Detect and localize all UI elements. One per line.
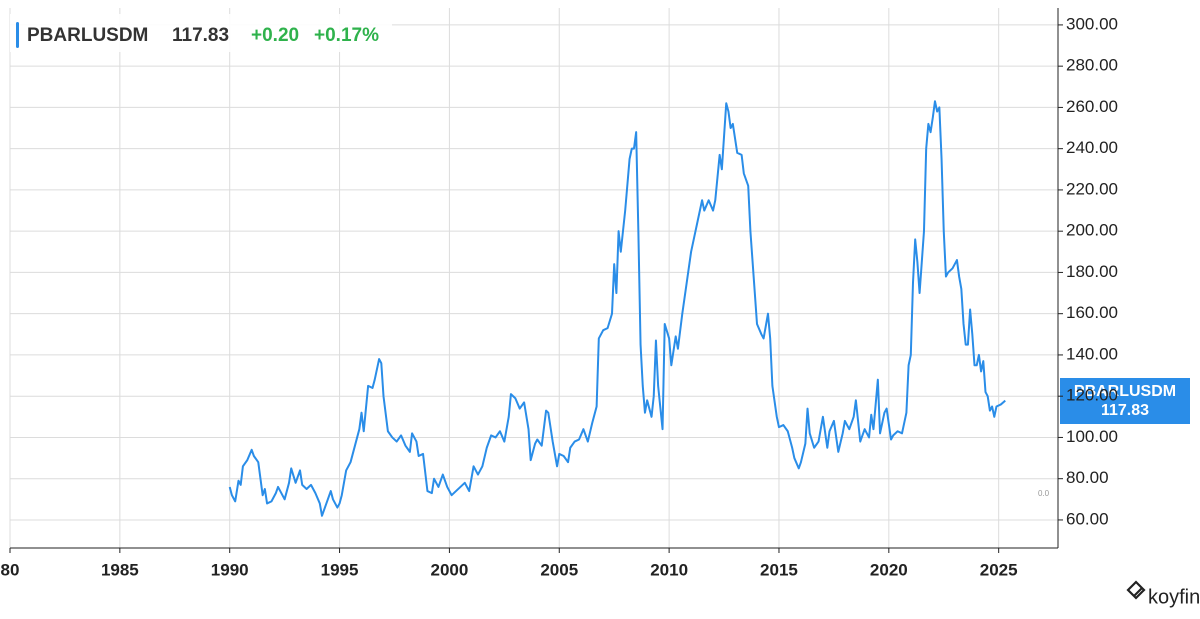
y-tick-label: 200.00 bbox=[1066, 221, 1118, 240]
header-change-pct: +0.17% bbox=[314, 25, 379, 46]
plot-area bbox=[9, 8, 1058, 548]
x-tick-label: 1985 bbox=[101, 560, 139, 579]
header-symbol: PBARLUSDM bbox=[27, 25, 148, 46]
header-last: 117.83 bbox=[172, 25, 229, 46]
x-tick-label: 2025 bbox=[980, 560, 1018, 579]
y-tick-label: 260.00 bbox=[1066, 97, 1118, 116]
x-tick-label: 1995 bbox=[321, 560, 359, 579]
y-tick-label: 300.00 bbox=[1066, 14, 1118, 33]
x-tick-label: 2015 bbox=[760, 560, 798, 579]
x-tick-label: 80 bbox=[1, 560, 20, 579]
y-tick-label: 160.00 bbox=[1066, 303, 1118, 322]
y-tick-label: 80.00 bbox=[1066, 468, 1109, 487]
header-marker bbox=[16, 22, 19, 48]
y-tick-label: 60.00 bbox=[1066, 509, 1109, 528]
price-line bbox=[228, 100, 1006, 517]
x-tick-label: 2020 bbox=[870, 560, 908, 579]
price-tag-value: 117.83 bbox=[1101, 402, 1149, 419]
y-tick-label: 240.00 bbox=[1066, 138, 1118, 157]
brand-logo bbox=[1126, 580, 1146, 600]
brand: koyfin bbox=[1148, 586, 1200, 608]
header-bg bbox=[10, 14, 392, 52]
price-tag bbox=[1060, 378, 1190, 424]
y-tick-label: 120.00 bbox=[1066, 386, 1118, 405]
x-tick-label: 1990 bbox=[211, 560, 249, 579]
x-tick-label: 2010 bbox=[650, 560, 688, 579]
axis-note: 0.0 bbox=[1038, 489, 1050, 498]
y-tick-label: 100.00 bbox=[1066, 427, 1118, 446]
y-tick-label: 220.00 bbox=[1066, 179, 1118, 198]
y-tick-label: 140.00 bbox=[1066, 344, 1118, 363]
x-tick-label: 2005 bbox=[540, 560, 578, 579]
y-tick-label: 180.00 bbox=[1066, 262, 1118, 281]
price-tag-symbol: PBARLUSDM bbox=[1074, 383, 1176, 400]
x-tick-label: 2000 bbox=[430, 560, 468, 579]
y-tick-label: 280.00 bbox=[1066, 56, 1118, 75]
header-change: +0.20 bbox=[251, 25, 299, 46]
